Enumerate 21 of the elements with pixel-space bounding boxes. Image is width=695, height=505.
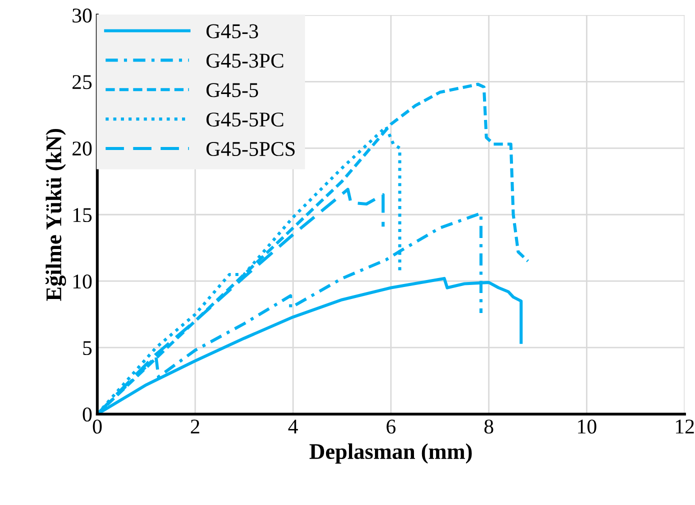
y-tick-label: 15	[73, 208, 92, 222]
legend-label: G45-3PC	[206, 54, 284, 68]
legend-label: G45-5PC	[206, 112, 284, 127]
y-tick-label: 10	[73, 274, 92, 289]
y-tick-label: 0	[82, 407, 92, 422]
x-tick-label: 6	[386, 420, 396, 434]
y-axis-title: Eğilme Yükü (kN)	[45, 128, 66, 301]
x-tick-label: 8	[484, 420, 494, 434]
legend-label: G45-3	[206, 24, 258, 38]
legend-label: G45-5	[206, 83, 258, 98]
legend-label: G45-5PCS	[206, 142, 295, 156]
x-tick-label: 0	[92, 420, 102, 434]
y-tick-label: 30	[72, 8, 92, 23]
x-axis-title: Deplasman (mm)	[310, 443, 472, 464]
x-tick-label: 10	[578, 420, 596, 434]
x-tick-label: 2	[190, 420, 200, 434]
y-tick-label: 25	[72, 75, 92, 90]
x-tick-label: 4	[288, 420, 298, 434]
x-tick-label: 12	[676, 420, 694, 434]
y-tick-label: 5	[83, 341, 92, 356]
y-tick-label: 20	[72, 142, 92, 156]
